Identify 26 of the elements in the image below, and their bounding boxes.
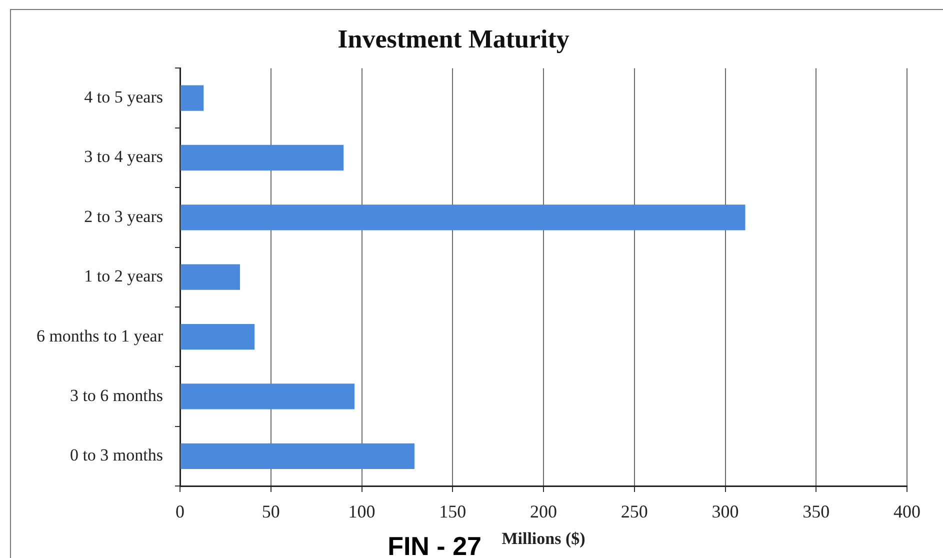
bar — [180, 264, 240, 290]
x-tick-label: 200 — [530, 502, 557, 522]
x-tick-label: 150 — [439, 502, 466, 522]
y-tick-label: 2 to 3 years — [84, 206, 163, 226]
bar — [180, 384, 354, 410]
bar — [180, 443, 414, 469]
bar — [180, 85, 204, 111]
x-tick-label: 350 — [802, 502, 830, 522]
y-tick-label: 6 months to 1 year — [36, 326, 164, 346]
bar — [180, 204, 746, 230]
x-tick-label: 100 — [348, 502, 376, 522]
bar — [180, 144, 344, 171]
text: FIN - 27 — [388, 531, 482, 558]
y-tick-label: 3 to 4 years — [84, 147, 163, 166]
x-tick-label: 50 — [262, 502, 280, 522]
y-tick-label: 1 to 2 years — [84, 266, 163, 286]
x-axis-title: Millions ($) — [502, 529, 586, 548]
y-tick-label: 4 to 5 years — [84, 88, 163, 107]
x-tick-label: 0 — [176, 502, 184, 522]
y-tick-label: 0 to 3 months — [70, 446, 163, 465]
x-tick-label: 300 — [712, 502, 739, 522]
chart-title: Investment Maturity — [338, 24, 570, 54]
x-tick-label: 400 — [894, 502, 920, 522]
y-tick-label: 3 to 6 months — [70, 386, 163, 405]
bar — [180, 324, 255, 350]
x-tick-label: 250 — [620, 502, 648, 522]
